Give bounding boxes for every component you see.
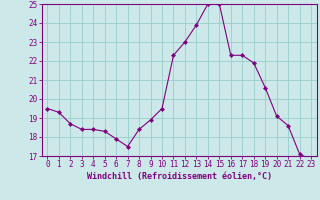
X-axis label: Windchill (Refroidissement éolien,°C): Windchill (Refroidissement éolien,°C)	[87, 172, 272, 181]
